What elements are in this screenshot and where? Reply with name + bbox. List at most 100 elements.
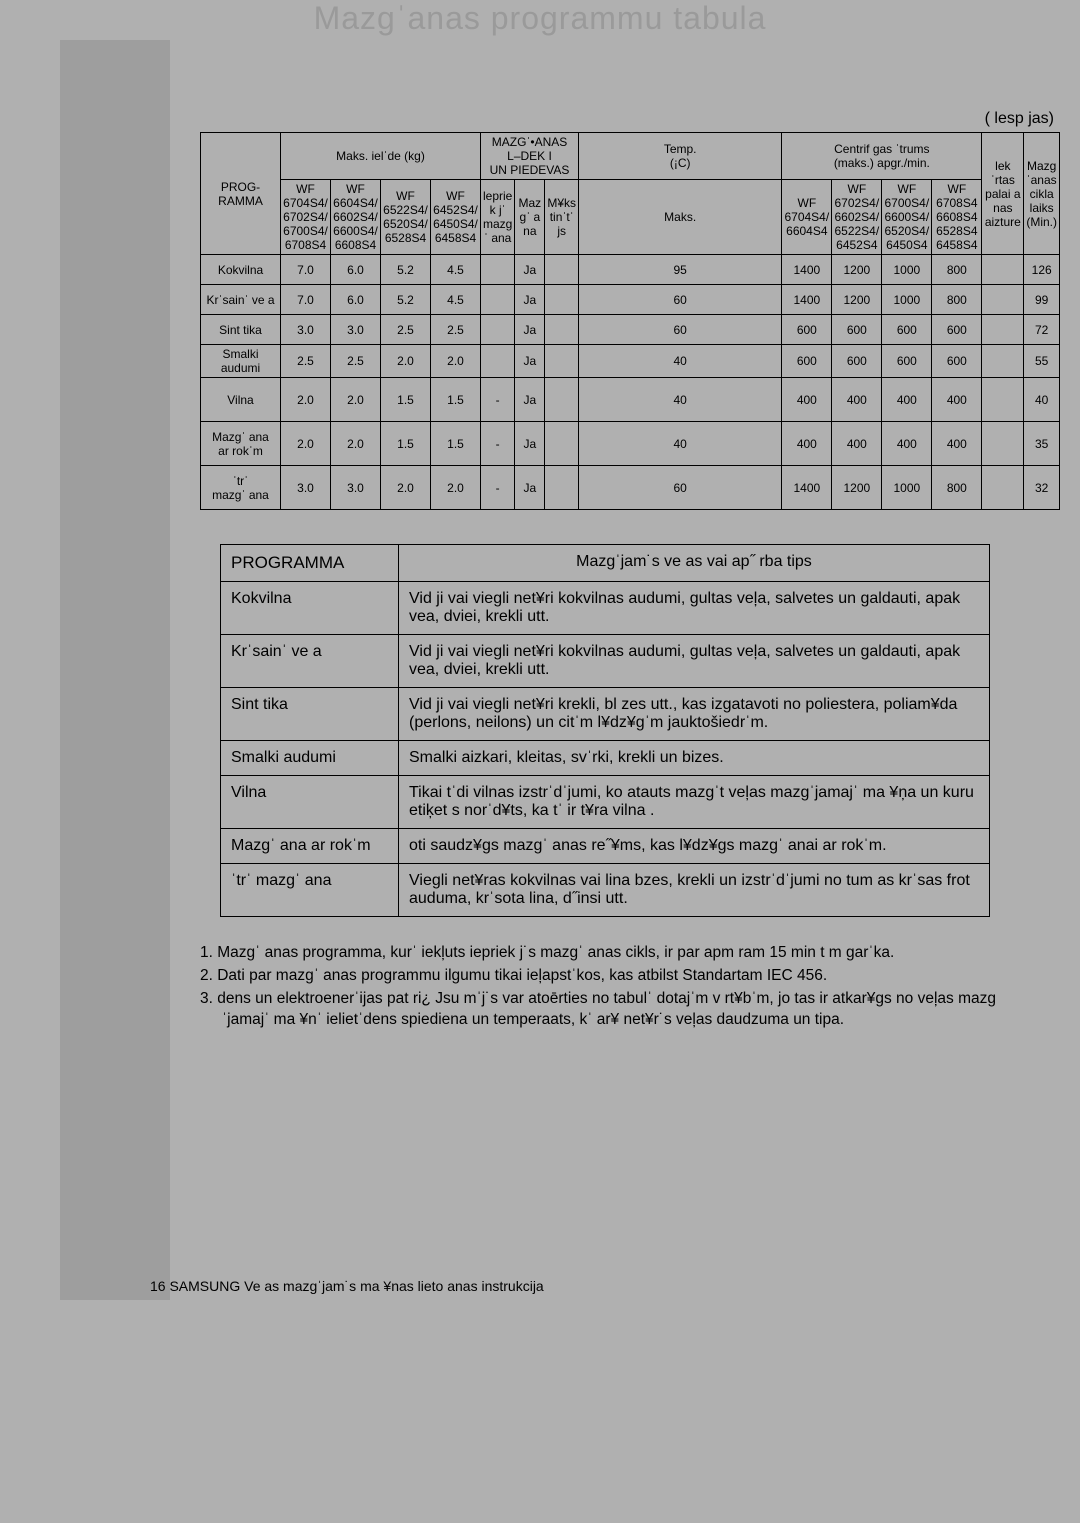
cell: 400	[932, 378, 982, 422]
cell: 7.0	[281, 255, 331, 285]
header-wf2: WF 6604S4/ 6602S4/ 6600S4/ 6608S4	[331, 180, 381, 255]
header-leprie: leprie k jˈ mazg ˈ ana	[481, 180, 515, 255]
row-name: Sint tika	[201, 315, 281, 345]
cell: 40	[579, 345, 782, 378]
program-cycle-table: PROG- RAMMA Maks. ielˈde (kg) MAZGˈ•ANAS…	[200, 132, 1060, 510]
cell: Ja	[515, 315, 545, 345]
table-row: Smalki audumiSmalki aizkari, kleitas, sv…	[221, 741, 990, 776]
cell	[982, 422, 1024, 466]
cell	[481, 315, 515, 345]
row-name: Vilna	[201, 378, 281, 422]
header-cwf2: WF 6702S4/ 6602S4/ 6522S4/ 6452S4	[832, 180, 882, 255]
cell: 2.5	[431, 315, 481, 345]
cell	[545, 345, 579, 378]
row-name: Mazgˈ ana ar rokˈm	[201, 422, 281, 466]
cell	[982, 285, 1024, 315]
cell: 72	[1024, 315, 1060, 345]
cell: 600	[782, 345, 832, 378]
table-row: Sint tikaVid ji vai viegli net¥ri krekli…	[221, 688, 990, 741]
t2-header-program: PROGRAMMA	[221, 545, 399, 582]
cell: Ja	[515, 378, 545, 422]
table-row: Kokvilna7.06.05.24.5Ja951400120010008001…	[201, 255, 1060, 285]
cell: Ja	[515, 422, 545, 466]
table-row: Krˈsainˈ ve aVid ji vai viegli net¥ri ko…	[221, 635, 990, 688]
cell: 1000	[882, 255, 932, 285]
cell: 400	[932, 422, 982, 466]
cell: Ja	[515, 255, 545, 285]
cell: 2.0	[431, 345, 481, 378]
cell: 800	[932, 255, 982, 285]
cell: 1000	[882, 466, 932, 510]
cell	[545, 285, 579, 315]
page-footer: 16 SAMSUNG Ve as mazgˈjam˙s ma ¥nas liet…	[150, 1278, 544, 1294]
table-row: ˈtrˈ mazgˈ ana3.03.02.02.0-Ja60140012001…	[201, 466, 1060, 510]
cell: 60	[579, 315, 782, 345]
cell: 5.2	[381, 285, 431, 315]
cell: -	[481, 466, 515, 510]
header-centrif: Centrif gas ˈtrums (maks.) apgr./min.	[782, 133, 982, 180]
t2-program: Smalki audumi	[221, 741, 399, 776]
header-miks: M¥ks tinˈtˈ js	[545, 180, 579, 255]
cell: 5.2	[381, 255, 431, 285]
t2-desc: Vid ji vai viegli net¥ri kokvilnas audum…	[399, 635, 990, 688]
t2-desc: Vid ji vai viegli net¥ri krekli, bl zes …	[399, 688, 990, 741]
cell: 35	[1024, 422, 1060, 466]
row-name: Krˈsainˈ ve a	[201, 285, 281, 315]
cell: 99	[1024, 285, 1060, 315]
program-description-table: PROGRAMMA Mazgˈjam˙s ve as vai ap˝ rba t…	[220, 544, 990, 917]
cell	[982, 255, 1024, 285]
cell	[545, 255, 579, 285]
header-mazg: Mazg ˈanas cikla laiks (Min.)	[1024, 133, 1060, 255]
header-cwf1: WF 6704S4/ 6604S4	[782, 180, 832, 255]
cell	[982, 378, 1024, 422]
t2-program: Krˈsainˈ ve a	[221, 635, 399, 688]
page-title: Mazgˈanas programmu tabula	[314, 0, 767, 37]
cell: 40	[579, 378, 782, 422]
t2-desc: Tikai tˈdi vilnas izstrˈdˈjumi, ko ataut…	[399, 776, 990, 829]
cell: Ja	[515, 345, 545, 378]
unit-note: ( lesp jas)	[200, 110, 1060, 128]
footer-text: SAMSUNG Ve as mazgˈjam˙s ma ¥nas lieto a…	[169, 1278, 543, 1294]
cell: 600	[932, 315, 982, 345]
cell	[982, 345, 1024, 378]
notes-block: 1. Mazgˈ anas programma, kurˈ iekļuts ie…	[200, 943, 1020, 1031]
cell	[481, 285, 515, 315]
content-region: ( lesp jas) PROG- RAMMA Maks. ielˈde (kg…	[200, 110, 1060, 1033]
cell: 6.0	[331, 255, 381, 285]
header-maz: Maz gˈ a na	[515, 180, 545, 255]
t2-desc: oti saudz¥gs mazgˈ anas re˝¥ms, kas l¥dz…	[399, 829, 990, 864]
cell: 32	[1024, 466, 1060, 510]
cell	[481, 255, 515, 285]
row-name: Smalki audumi	[201, 345, 281, 378]
header-program: PROG- RAMMA	[201, 133, 281, 255]
cell: 800	[932, 466, 982, 510]
cell: 1400	[782, 466, 832, 510]
cell	[545, 422, 579, 466]
cell: 3.0	[331, 315, 381, 345]
header-wf4: WF 6452S4/ 6450S4/ 6458S4	[431, 180, 481, 255]
cell: 400	[882, 378, 932, 422]
cell: 400	[832, 378, 882, 422]
cell: -	[481, 422, 515, 466]
cell: 600	[882, 345, 932, 378]
t2-program: ˈtrˈ mazgˈ ana	[221, 864, 399, 917]
cell: 400	[782, 378, 832, 422]
cell: 3.0	[331, 466, 381, 510]
cell: -	[481, 378, 515, 422]
cell: 400	[832, 422, 882, 466]
header-maks-val: Maks.	[579, 180, 782, 255]
header-wf1: WF 6704S4/ 6702S4/ 6700S4/ 6708S4	[281, 180, 331, 255]
cell: 400	[782, 422, 832, 466]
table-row: Vilna2.02.01.51.5-Ja4040040040040040	[201, 378, 1060, 422]
cell: 600	[882, 315, 932, 345]
cell: 4.5	[431, 285, 481, 315]
cell: 1200	[832, 285, 882, 315]
table-row: Sint tika3.03.02.52.5Ja6060060060060072	[201, 315, 1060, 345]
cell: 2.5	[281, 345, 331, 378]
cell: 2.0	[381, 345, 431, 378]
cell: 1.5	[381, 378, 431, 422]
cell: 2.0	[281, 422, 331, 466]
cell	[982, 466, 1024, 510]
cell: 1.5	[381, 422, 431, 466]
cell: 40	[1024, 378, 1060, 422]
